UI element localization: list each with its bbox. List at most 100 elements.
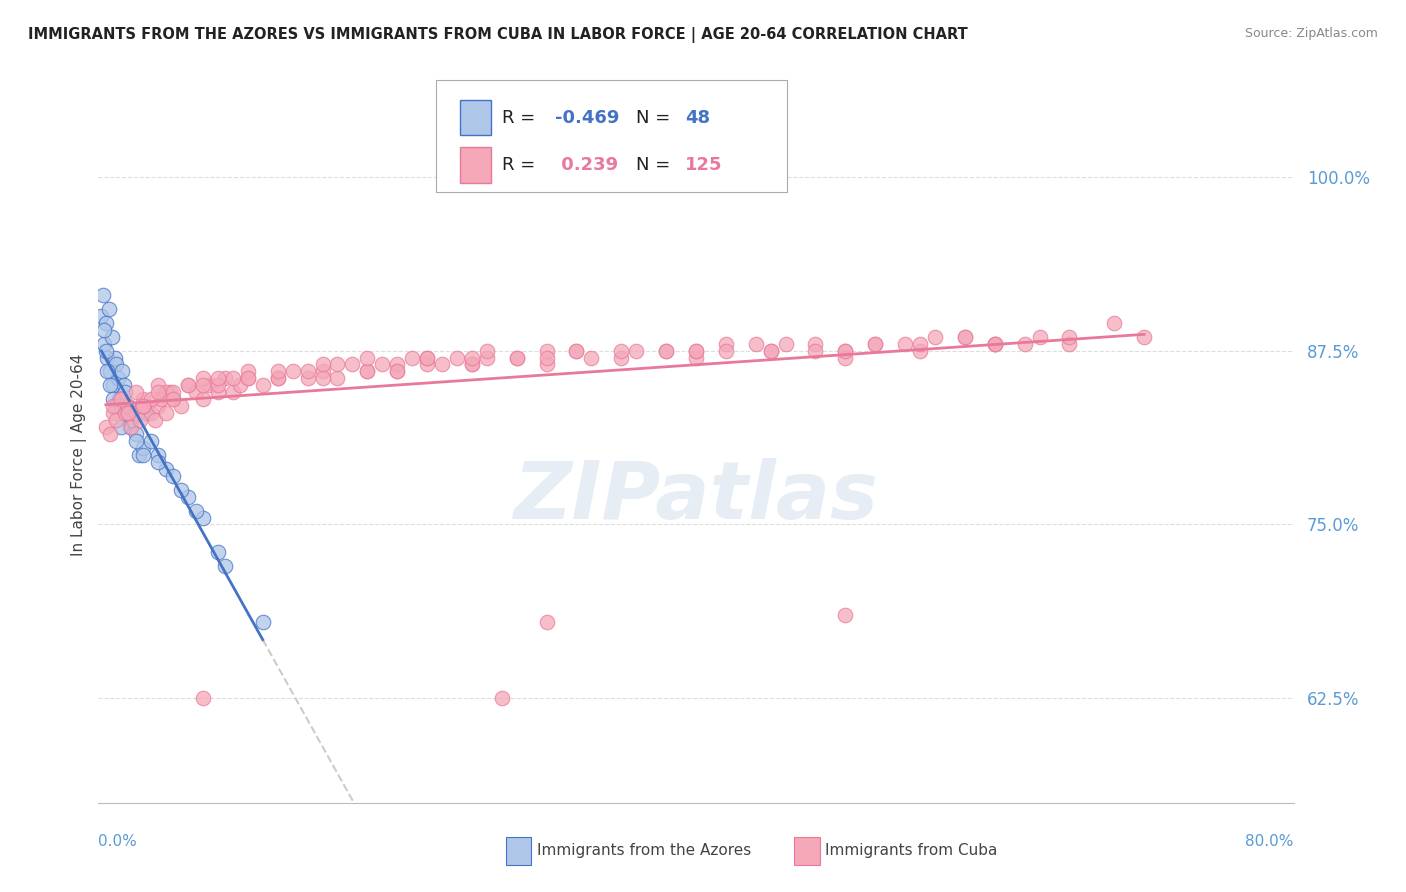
Point bbox=[894, 336, 917, 351]
Point bbox=[93, 323, 115, 337]
Point bbox=[685, 351, 707, 365]
Point bbox=[162, 468, 184, 483]
Point bbox=[108, 392, 131, 407]
Point bbox=[110, 420, 132, 434]
Point bbox=[236, 364, 259, 378]
Point bbox=[148, 378, 170, 392]
Point bbox=[132, 392, 155, 407]
Point bbox=[112, 378, 135, 392]
Point bbox=[475, 351, 498, 365]
Point bbox=[148, 385, 170, 400]
Point bbox=[297, 364, 319, 378]
Point bbox=[953, 329, 976, 343]
Point bbox=[685, 343, 707, 358]
Point bbox=[125, 434, 148, 448]
Point bbox=[385, 358, 409, 372]
Point bbox=[834, 607, 856, 622]
Point bbox=[191, 392, 214, 407]
Point bbox=[117, 399, 139, 413]
Point bbox=[184, 503, 207, 517]
Point bbox=[506, 351, 529, 365]
Point bbox=[461, 351, 484, 365]
Point bbox=[117, 406, 139, 420]
Point bbox=[118, 420, 141, 434]
Point bbox=[177, 378, 200, 392]
Point bbox=[565, 343, 588, 358]
Point bbox=[924, 329, 946, 343]
Point bbox=[98, 364, 122, 378]
Point bbox=[103, 406, 125, 420]
Point bbox=[184, 385, 207, 400]
Point bbox=[326, 358, 349, 372]
Point bbox=[117, 406, 139, 420]
Point bbox=[356, 364, 378, 378]
Point bbox=[94, 343, 117, 358]
Point bbox=[120, 413, 142, 427]
Point bbox=[132, 448, 155, 462]
Point bbox=[207, 378, 229, 392]
Point bbox=[177, 378, 200, 392]
Text: IMMIGRANTS FROM THE AZORES VS IMMIGRANTS FROM CUBA IN LABOR FORCE | AGE 20-64 CO: IMMIGRANTS FROM THE AZORES VS IMMIGRANTS… bbox=[28, 27, 967, 43]
Point bbox=[155, 385, 177, 400]
Point bbox=[281, 364, 304, 378]
Point bbox=[371, 358, 394, 372]
Point bbox=[98, 427, 122, 442]
Point bbox=[1028, 329, 1050, 343]
Point bbox=[191, 510, 214, 524]
Point bbox=[200, 378, 222, 392]
Point bbox=[110, 399, 132, 413]
Text: Immigrants from Cuba: Immigrants from Cuba bbox=[825, 844, 998, 858]
Text: R =: R = bbox=[502, 156, 541, 174]
Text: ZIPatlas: ZIPatlas bbox=[513, 458, 879, 536]
Point bbox=[297, 371, 319, 385]
Point bbox=[135, 406, 157, 420]
Point bbox=[983, 336, 1005, 351]
Point bbox=[416, 351, 439, 365]
Point bbox=[97, 301, 120, 316]
Point bbox=[94, 420, 117, 434]
Point bbox=[745, 336, 768, 351]
Point bbox=[430, 358, 453, 372]
Point bbox=[169, 483, 191, 497]
Point bbox=[229, 378, 252, 392]
Point bbox=[105, 358, 128, 372]
Point bbox=[120, 420, 142, 434]
Text: 80.0%: 80.0% bbox=[1246, 834, 1294, 849]
Point bbox=[953, 329, 976, 343]
Point bbox=[169, 399, 191, 413]
Point bbox=[162, 385, 184, 400]
Point bbox=[103, 399, 125, 413]
Point bbox=[804, 336, 827, 351]
Point bbox=[93, 336, 115, 351]
Point bbox=[105, 413, 128, 427]
Point bbox=[125, 406, 148, 420]
Text: Source: ZipAtlas.com: Source: ZipAtlas.com bbox=[1244, 27, 1378, 40]
Point bbox=[446, 351, 468, 365]
Point bbox=[139, 406, 162, 420]
Point bbox=[536, 615, 558, 629]
Point bbox=[983, 336, 1005, 351]
Point bbox=[103, 392, 125, 407]
Point bbox=[236, 371, 259, 385]
Point bbox=[191, 378, 214, 392]
Point bbox=[610, 351, 633, 365]
Point bbox=[129, 413, 152, 427]
Text: N =: N = bbox=[636, 156, 675, 174]
Point bbox=[804, 343, 827, 358]
Point bbox=[491, 691, 513, 706]
Point bbox=[155, 406, 177, 420]
Text: Immigrants from the Azores: Immigrants from the Azores bbox=[537, 844, 751, 858]
Point bbox=[125, 385, 148, 400]
Point bbox=[356, 364, 378, 378]
Point bbox=[267, 371, 290, 385]
Point bbox=[128, 448, 150, 462]
Text: R =: R = bbox=[502, 109, 541, 127]
Point bbox=[252, 378, 274, 392]
Point bbox=[159, 385, 181, 400]
Point bbox=[610, 343, 633, 358]
Point bbox=[1059, 329, 1081, 343]
Point bbox=[461, 358, 484, 372]
Point bbox=[110, 392, 132, 407]
Point bbox=[214, 371, 236, 385]
Y-axis label: In Labor Force | Age 20-64: In Labor Force | Age 20-64 bbox=[72, 354, 87, 556]
